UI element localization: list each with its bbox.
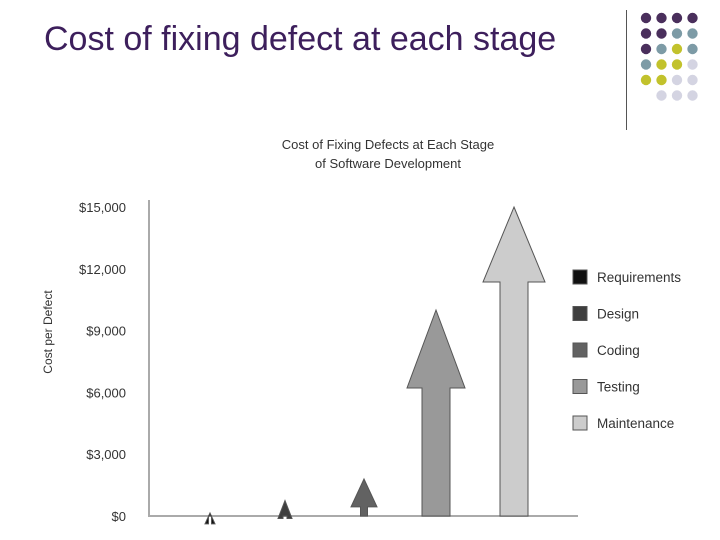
- legend-swatch: [572, 342, 588, 358]
- decorative-dot: [640, 43, 652, 55]
- chart-title-line-1: Cost of Fixing Defects at Each Stage: [282, 137, 494, 152]
- y-tick-labels: $0 $3,000 $6,000 $9,000 $12,000 $15,000: [79, 200, 126, 524]
- decorative-dot: [656, 28, 667, 39]
- decorative-dot: [640, 74, 652, 86]
- decorative-dot: [640, 12, 652, 24]
- legend-swatch: [572, 379, 588, 394]
- decorative-dot: [687, 59, 698, 70]
- legend-label: Coding: [597, 343, 640, 358]
- decorative-dot: [671, 74, 683, 86]
- decorative-dot: [687, 43, 698, 55]
- chart-title: Cost of Fixing Defects at Each Stage of …: [282, 137, 494, 171]
- y-tick-label: $12,000: [79, 262, 126, 277]
- arrow-bars: [204, 205, 546, 525]
- decorative-dot: [656, 43, 667, 55]
- decorative-dot: [640, 28, 652, 39]
- y-tick-label: $3,000: [86, 447, 126, 462]
- y-tick-label: $0: [112, 509, 126, 524]
- slide-title: Cost of fixing defect at each stage: [44, 20, 557, 58]
- decorative-dot: [671, 12, 683, 24]
- chart-title-line-2: of Software Development: [315, 156, 461, 171]
- decorative-dot: [640, 59, 652, 70]
- y-axis-label: Cost per Defect: [41, 290, 55, 374]
- bar-design: [277, 499, 293, 520]
- decorative-dot: [687, 90, 698, 101]
- decorative-dot: [687, 74, 698, 86]
- decorative-dot: [671, 43, 683, 55]
- decorative-dot: [671, 90, 683, 101]
- decorative-dot: [687, 12, 698, 24]
- decorative-dot: [656, 74, 667, 86]
- decorative-dot: [687, 28, 698, 39]
- bar-requirements: [204, 511, 216, 525]
- legend: Requirements Design Coding Testing Maintenan…: [572, 269, 681, 431]
- y-tick-label: $15,000: [79, 200, 126, 215]
- legend-label: Maintenance: [597, 416, 674, 431]
- legend-swatch: [572, 269, 588, 285]
- title-divider: [626, 10, 627, 130]
- decorative-dot: [656, 59, 667, 70]
- legend-label: Testing: [597, 380, 640, 395]
- legend-swatch: [572, 415, 588, 431]
- y-tick-label: $9,000: [86, 324, 126, 339]
- decorative-dot: [656, 12, 667, 24]
- y-tick-label: $6,000: [86, 385, 126, 400]
- decorative-dot-grid: [640, 12, 698, 101]
- legend-swatch: [572, 306, 588, 321]
- decorative-dot: [671, 28, 683, 39]
- legend-label: Requirements: [597, 270, 681, 285]
- bar-coding: [350, 477, 378, 517]
- bar-maintenance: [482, 205, 546, 517]
- decorative-dot: [656, 90, 667, 101]
- legend-label: Design: [597, 307, 639, 322]
- bar-testing: [406, 308, 466, 517]
- decorative-dot: [671, 59, 683, 70]
